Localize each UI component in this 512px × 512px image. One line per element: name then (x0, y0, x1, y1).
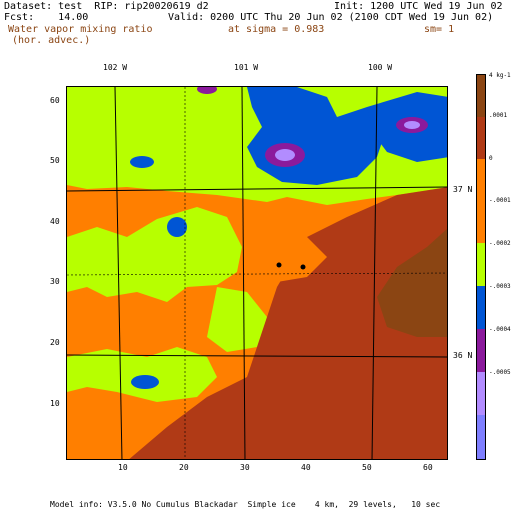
field-subtitle: (hor. advec.) (12, 35, 91, 46)
y-tick-30: 30 (50, 277, 60, 286)
colorbar-label-6: -.0003 (489, 283, 511, 290)
orange-lobe-central (257, 237, 327, 282)
field-title: Water vapor mixing ratio (8, 24, 153, 35)
init-time: Init: 1200 UTC Wed 19 Jun 02 (334, 1, 503, 12)
smoothing: sm= 1 (424, 24, 455, 35)
dark-brown-region (129, 187, 447, 459)
meridian-102w (114, 87, 123, 459)
lavender-core-northeast (404, 121, 420, 129)
purple-spot-top (197, 87, 217, 94)
forecast-hour: Fcst: 14.00 (4, 12, 89, 23)
colorbar-label-5: -.0002 (489, 240, 511, 247)
x-tick-60: 60 (423, 463, 433, 472)
x-tick-20: 20 (179, 463, 189, 472)
blue-spot-west (130, 156, 154, 168)
colorbar-seg-5 (477, 243, 485, 286)
meridian-100w (371, 87, 378, 459)
parallel-37n (67, 186, 447, 192)
x-tick-10: 10 (118, 463, 128, 472)
blue-spot-south (131, 375, 159, 389)
colorbar-label-2: .0001 (489, 112, 508, 119)
colorbar-seg-9 (477, 415, 485, 459)
colorbar-label-4: -.0001 (489, 197, 511, 204)
lime-patch-central (207, 287, 267, 352)
colorbar-seg-4 (477, 201, 485, 243)
y-tick-60: 60 (50, 96, 60, 105)
lavender-core-north (275, 149, 295, 161)
lon-label-100w: 100 W (368, 63, 393, 72)
colorbar-seg-1 (477, 75, 485, 117)
y-tick-20: 20 (50, 338, 60, 347)
lat-label-36n: 36 N (453, 351, 473, 360)
lime-region-southwest (67, 347, 217, 402)
colorbar-label-7: -.0004 (489, 326, 511, 333)
colorbar-seg-2 (477, 117, 485, 159)
colorbar (476, 74, 486, 460)
dataset-label: Dataset: test RIP: rip20020619 d2 (4, 1, 209, 12)
valid-time: Valid: 0200 UTC Thu 20 Jun 02 (2100 CDT … (168, 12, 494, 23)
colorbar-seg-7 (477, 329, 485, 372)
y-tick-50: 50 (50, 156, 60, 165)
brown-patch-east (377, 228, 447, 337)
blue-spot-central (167, 217, 187, 237)
y-tick-10: 10 (50, 399, 60, 408)
colorbar-seg-3 (477, 159, 485, 201)
parallel-36n (67, 354, 447, 358)
station-dot-1 (276, 262, 282, 268)
lon-label-102w: 102 W (103, 63, 128, 72)
lon-label-101w: 101 W (234, 63, 259, 72)
station-dot-2 (300, 264, 306, 270)
colorbar-label-1: 4 kg-1 (489, 72, 511, 79)
x-tick-50: 50 (362, 463, 372, 472)
lime-region-west (67, 207, 242, 302)
lat-label-37n: 37 N (453, 185, 473, 194)
mixing-ratio-map (66, 86, 448, 460)
x-tick-30: 30 (240, 463, 250, 472)
map-canvas (67, 87, 447, 459)
colorbar-label-8: -.0005 (489, 369, 511, 376)
colorbar-label-3: 0 (489, 155, 493, 162)
y-tick-40: 40 (50, 217, 60, 226)
x-tick-40: 40 (301, 463, 311, 472)
model-info: Model info: V3.5.0 No Cumulus Blackadar … (50, 500, 441, 509)
sigma-level: at sigma = 0.983 (228, 24, 325, 35)
colorbar-seg-8 (477, 372, 485, 415)
colorbar-seg-6 (477, 286, 485, 329)
